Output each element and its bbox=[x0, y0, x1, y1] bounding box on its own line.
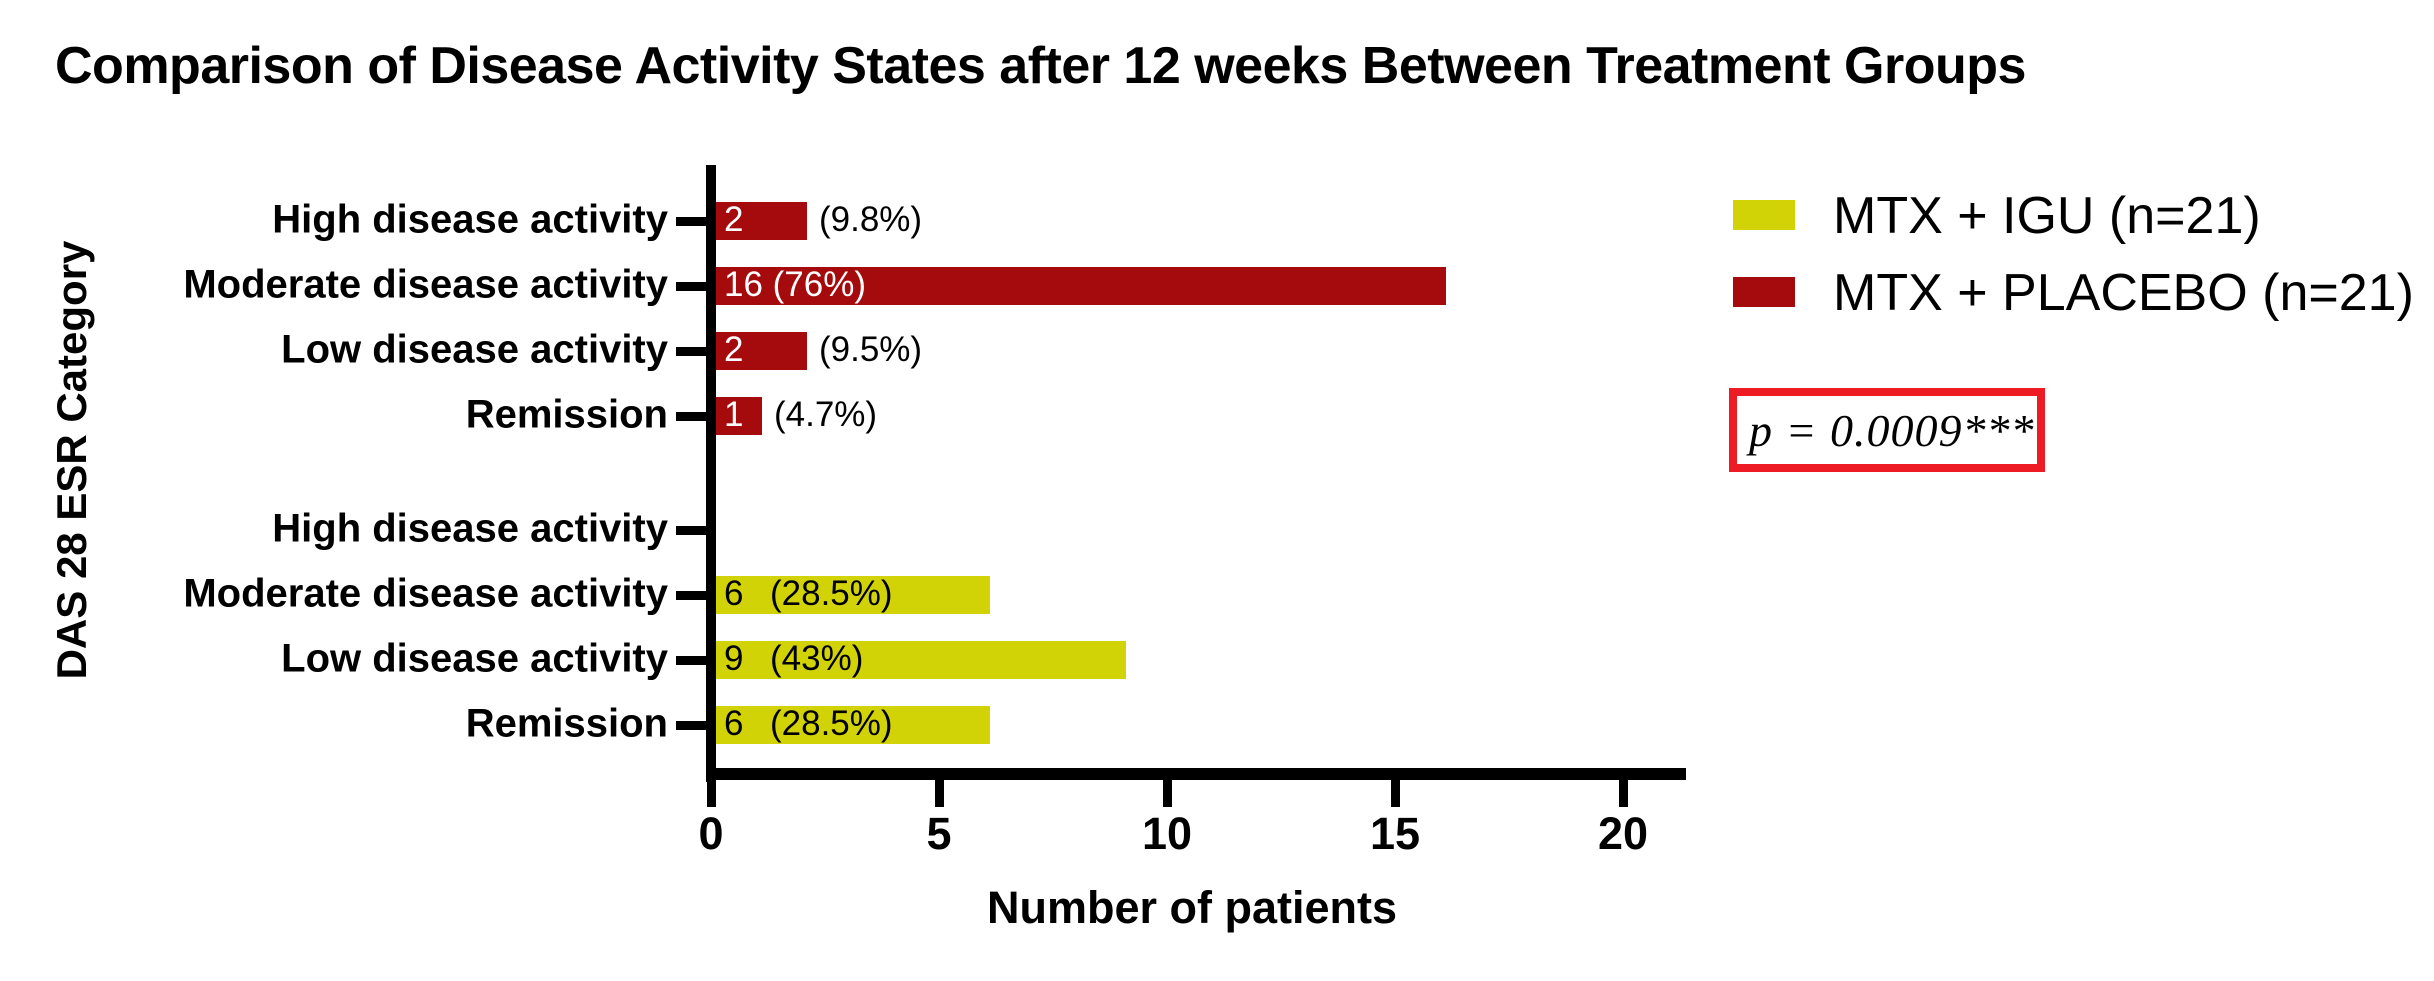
bar-pct-label: (28.5%) bbox=[770, 574, 893, 614]
category-tick bbox=[676, 656, 706, 665]
x-axis-line bbox=[706, 768, 1686, 780]
y-axis-title: DAS 28 ESR Category bbox=[48, 240, 95, 680]
bar-pct-label: (28.5%) bbox=[770, 704, 893, 744]
bar: 2 (9.8%) bbox=[716, 200, 922, 240]
category-tick bbox=[676, 217, 706, 226]
bar-pct-label: (9.8%) bbox=[819, 200, 923, 240]
category-tick bbox=[676, 591, 706, 600]
bar: 2 (9.5%) bbox=[716, 330, 922, 370]
p-value-box: p = 0.0009*** bbox=[1729, 388, 2045, 472]
category-label: High disease activity bbox=[272, 197, 668, 242]
x-tick bbox=[707, 780, 716, 807]
bar: 9 (43%) bbox=[716, 639, 1126, 679]
category-label: Low disease activity bbox=[281, 327, 668, 372]
x-tick bbox=[1391, 780, 1400, 807]
category-label: Remission bbox=[465, 392, 668, 437]
x-tick-label: 15 bbox=[1369, 808, 1421, 859]
x-tick-label: 5 bbox=[926, 808, 952, 859]
x-tick bbox=[1163, 780, 1172, 807]
x-axis-title: Number of patients bbox=[986, 882, 1398, 933]
bar: 6 (28.5%) bbox=[716, 704, 990, 744]
x-tick bbox=[935, 780, 944, 807]
x-tick-label: 10 bbox=[1141, 808, 1193, 859]
bar: 6 (28.5%) bbox=[716, 574, 990, 614]
bar-count-label: 2 bbox=[724, 330, 744, 370]
category-label: High disease activity bbox=[272, 506, 668, 551]
bar-count-label: 6 bbox=[724, 574, 744, 614]
legend-label-placebo: MTX + PLACEBO (n=21) bbox=[1833, 264, 2414, 322]
category-label: Moderate disease activity bbox=[183, 262, 668, 307]
chart-title: Comparison of Disease Activity States af… bbox=[55, 37, 2026, 95]
p-value-text: p = 0.0009*** bbox=[1749, 404, 2035, 456]
category-label: Moderate disease activity bbox=[183, 571, 668, 616]
legend-swatch-igu bbox=[1733, 200, 1795, 230]
x-tick-label: 0 bbox=[698, 808, 724, 859]
category-tick bbox=[676, 721, 706, 730]
category-tick bbox=[676, 282, 706, 291]
legend-label-igu: MTX + IGU (n=21) bbox=[1833, 187, 2261, 245]
x-tick bbox=[1619, 780, 1628, 807]
bar: 1 (4.7%) bbox=[716, 395, 877, 435]
category-tick bbox=[676, 526, 706, 535]
legend-swatch-placebo bbox=[1733, 277, 1795, 307]
category-tick bbox=[676, 412, 706, 421]
category-label: Remission bbox=[465, 701, 668, 746]
bar-count-label: 9 bbox=[724, 639, 744, 679]
bar: 16 (76%) bbox=[716, 265, 1446, 305]
bar-count-label: 16 (76%) bbox=[724, 265, 867, 305]
category-label: Low disease activity bbox=[281, 636, 668, 681]
y-axis-line bbox=[706, 165, 716, 782]
category-tick bbox=[676, 347, 706, 356]
bar-count-label: 2 bbox=[724, 200, 744, 240]
bar-count-label: 1 bbox=[724, 395, 744, 435]
x-tick-label: 20 bbox=[1597, 808, 1649, 859]
bar-pct-label: (4.7%) bbox=[774, 395, 878, 435]
bar-count-label: 6 bbox=[724, 704, 744, 744]
bar-pct-label: (43%) bbox=[770, 639, 864, 679]
bar-pct-label: (9.5%) bbox=[819, 330, 923, 370]
